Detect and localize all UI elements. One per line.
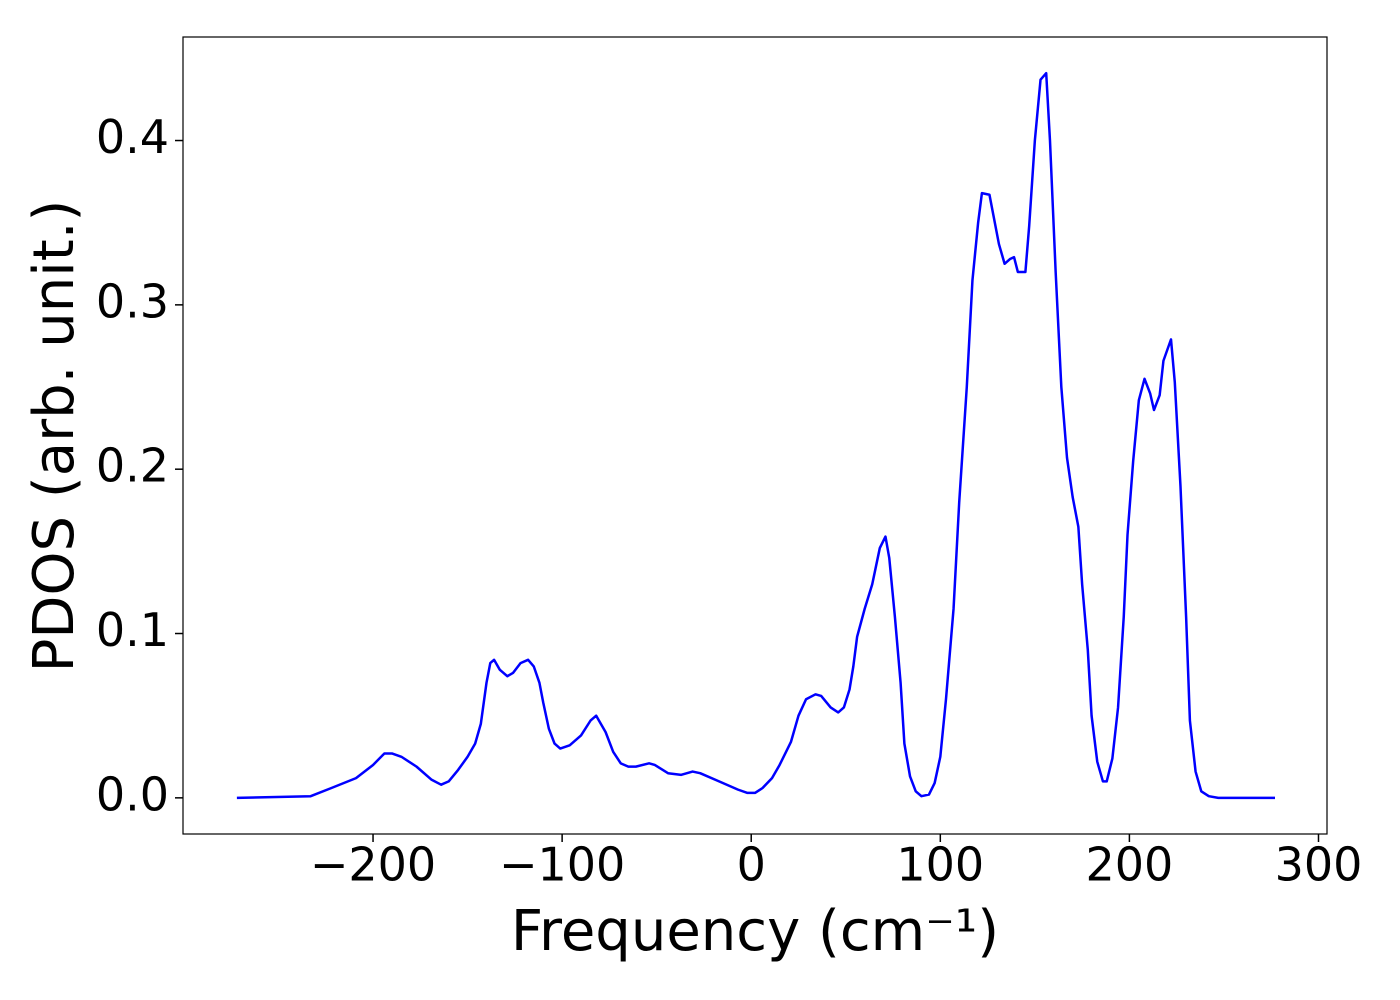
line (236, 71, 1275, 800)
y-axis-label: PDOS (arb. unit.) (22, 200, 87, 673)
x-tick-label: 200 (1085, 838, 1173, 892)
y-tick-label: 0.0 (96, 767, 169, 821)
x-tick-label: −200 (310, 838, 436, 892)
y-tick-label: 0.4 (96, 110, 169, 164)
x-tick-label: −100 (499, 838, 625, 892)
x-axis-label: Frequency (cm⁻¹) (511, 899, 999, 964)
x-tick-label: 300 (1275, 838, 1363, 892)
x-tick-label: 0 (737, 838, 766, 892)
y-tick-label: 0.3 (96, 274, 169, 328)
x-tick-label: 100 (896, 838, 984, 892)
y-tick-label: 0.2 (96, 439, 169, 493)
y-tick-label: 0.1 (96, 603, 169, 657)
plot-frame (182, 36, 1328, 835)
